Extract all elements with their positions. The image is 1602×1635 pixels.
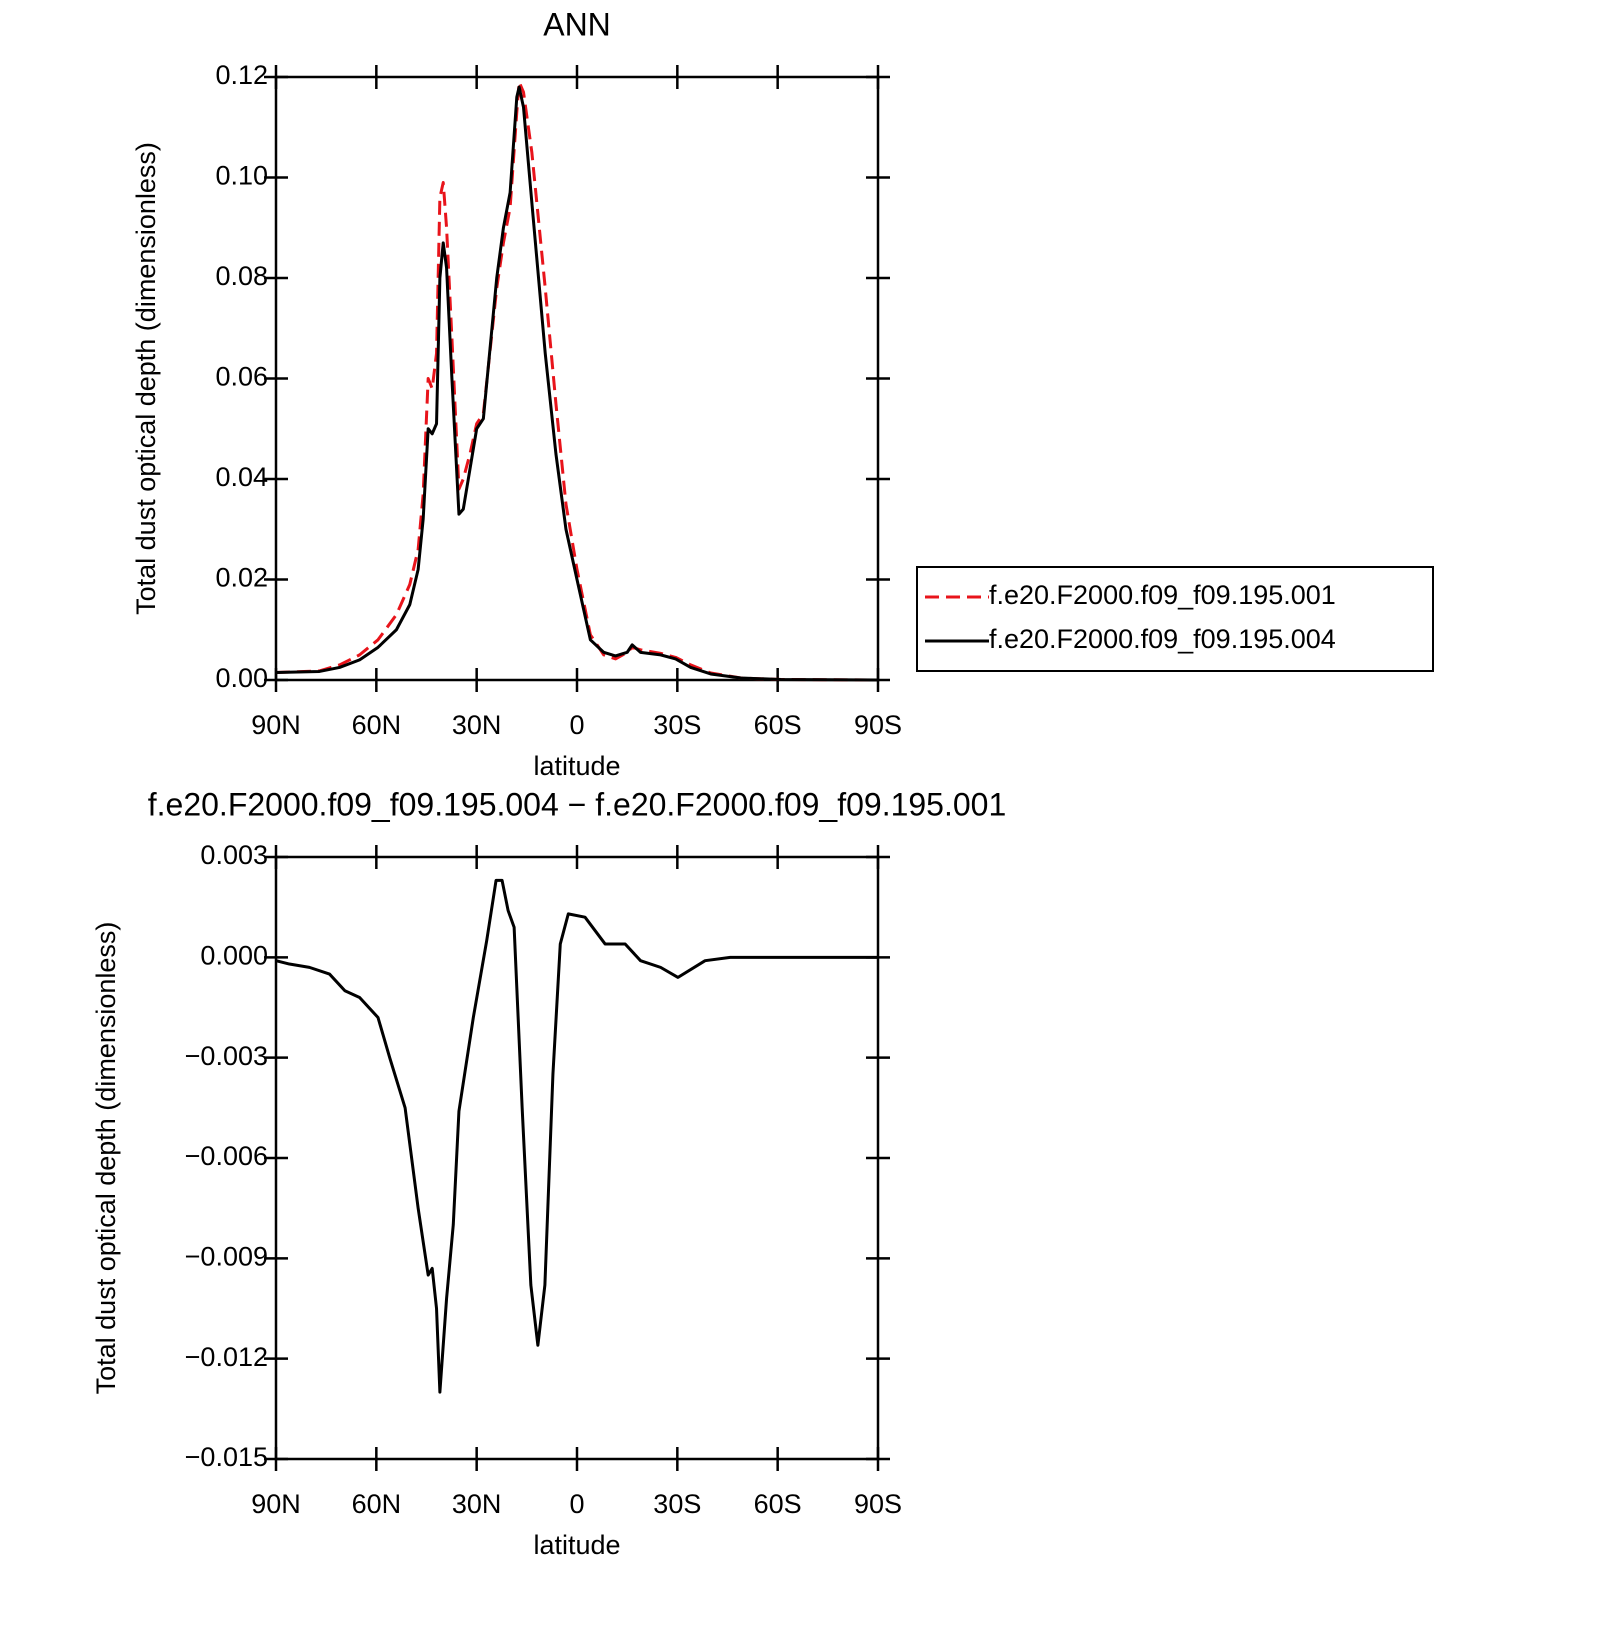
chart-title: ANN — [543, 6, 611, 42]
data-line — [275, 80, 879, 682]
y-tick-label: 0.06 — [215, 362, 268, 392]
y-tick-label: 0.003 — [200, 840, 268, 870]
x-tick-label: 90S — [854, 1489, 902, 1519]
x-tick-label: 30S — [653, 1489, 701, 1519]
y-tick-label: 0.10 — [215, 161, 268, 191]
x-tick-label: 30N — [452, 1489, 502, 1519]
plot-frame — [274, 855, 880, 1461]
x-tick-label: 0 — [569, 1489, 584, 1519]
data-line — [275, 85, 879, 682]
x-axis-label: latitude — [533, 1530, 620, 1560]
y-axis-label: Total dust optical depth (dimensionless) — [91, 922, 121, 1395]
x-tick-label: 60N — [352, 1489, 402, 1519]
x-axis-label: latitude — [533, 751, 620, 781]
y-tick-label: 0.000 — [200, 940, 268, 970]
legend-label: f.e20.F2000.f09_f09.195.004 — [989, 624, 1336, 654]
y-tick-label: −0.012 — [185, 1342, 268, 1372]
y-tick-label: −0.006 — [185, 1141, 268, 1171]
x-tick-label: 90N — [251, 710, 301, 740]
x-tick-label: 60S — [754, 710, 802, 740]
x-tick-label: 60S — [754, 1489, 802, 1519]
legend-label: f.e20.F2000.f09_f09.195.001 — [989, 580, 1336, 610]
y-tick-label: 0.08 — [215, 261, 268, 291]
y-tick-label: −0.003 — [185, 1041, 268, 1071]
y-tick-label: 0.12 — [215, 60, 268, 90]
y-axis-label: Total dust optical depth (dimensionless) — [131, 142, 161, 615]
legend-box — [916, 566, 1434, 672]
y-tick-label: 0.04 — [215, 462, 268, 492]
y-tick-label: −0.009 — [185, 1241, 268, 1271]
plot-frame — [274, 75, 880, 682]
x-tick-label: 90S — [854, 710, 902, 740]
y-tick-label: −0.015 — [185, 1442, 268, 1472]
data-line — [275, 878, 878, 1394]
chart-title: f.e20.F2000.f09_f09.195.004 − f.e20.F200… — [148, 786, 1007, 822]
x-tick-label: 30S — [653, 710, 701, 740]
x-tick-label: 60N — [352, 710, 402, 740]
x-tick-label: 0 — [569, 710, 584, 740]
y-tick-label: 0.00 — [215, 663, 268, 693]
y-tick-label: 0.02 — [215, 563, 268, 593]
x-tick-label: 30N — [452, 710, 502, 740]
x-tick-label: 90N — [251, 1489, 301, 1519]
